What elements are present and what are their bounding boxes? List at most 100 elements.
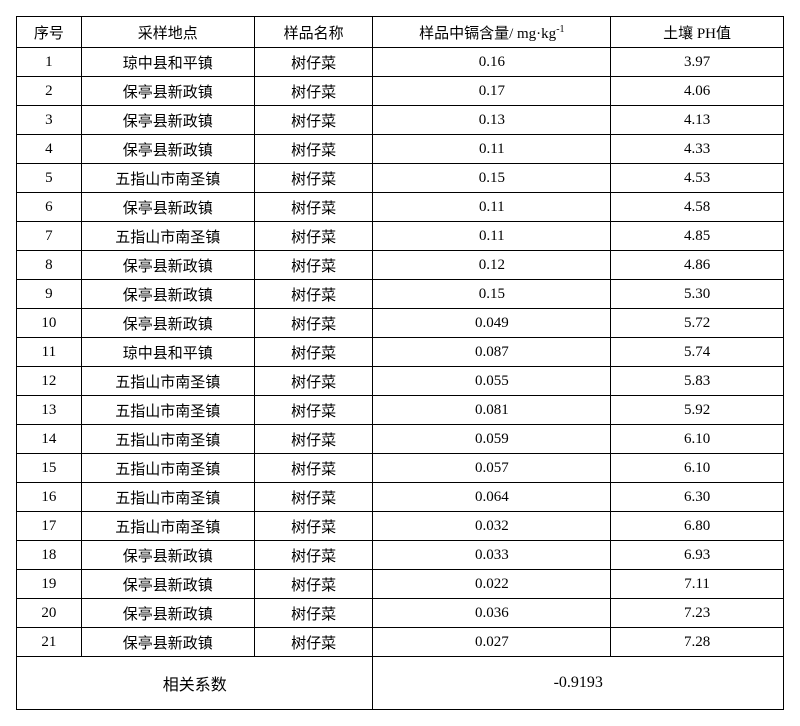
data-table: 序号 采样地点 样品名称 样品中镉含量/ mg·kg-1 土壤 PH值 1琼中县… [16, 16, 784, 710]
cell-soil-ph: 6.80 [611, 512, 784, 541]
footer-label: 相关系数 [17, 657, 373, 710]
cell-seq: 16 [17, 483, 82, 512]
cell-soil-ph: 7.11 [611, 570, 784, 599]
cell-location: 五指山市南圣镇 [81, 164, 254, 193]
cell-location: 保亭县新政镇 [81, 309, 254, 338]
cell-seq: 12 [17, 367, 82, 396]
cell-cd-content: 0.15 [373, 164, 611, 193]
cell-sample-name: 树仔菜 [254, 541, 373, 570]
header-location: 采样地点 [81, 17, 254, 48]
header-cd-content: 样品中镉含量/ mg·kg-1 [373, 17, 611, 48]
cell-location: 五指山市南圣镇 [81, 367, 254, 396]
header-sample-name: 样品名称 [254, 17, 373, 48]
cell-soil-ph: 4.06 [611, 77, 784, 106]
cell-soil-ph: 5.92 [611, 396, 784, 425]
cell-location: 琼中县和平镇 [81, 338, 254, 367]
footer-row: 相关系数 -0.9193 [17, 657, 784, 710]
cell-seq: 9 [17, 280, 82, 309]
cell-seq: 21 [17, 628, 82, 657]
cell-cd-content: 0.087 [373, 338, 611, 367]
table-row: 4保亭县新政镇树仔菜0.114.33 [17, 135, 784, 164]
cell-sample-name: 树仔菜 [254, 106, 373, 135]
table-row: 17五指山市南圣镇树仔菜0.0326.80 [17, 512, 784, 541]
cell-location: 保亭县新政镇 [81, 193, 254, 222]
cell-sample-name: 树仔菜 [254, 164, 373, 193]
cell-sample-name: 树仔菜 [254, 396, 373, 425]
cell-seq: 2 [17, 77, 82, 106]
cell-soil-ph: 5.30 [611, 280, 784, 309]
table-row: 5五指山市南圣镇树仔菜0.154.53 [17, 164, 784, 193]
cell-cd-content: 0.057 [373, 454, 611, 483]
cell-location: 保亭县新政镇 [81, 570, 254, 599]
cell-seq: 10 [17, 309, 82, 338]
header-cd-sup: -1 [556, 24, 564, 35]
cell-seq: 15 [17, 454, 82, 483]
cell-location: 保亭县新政镇 [81, 541, 254, 570]
cell-sample-name: 树仔菜 [254, 599, 373, 628]
cell-sample-name: 树仔菜 [254, 193, 373, 222]
table-row: 8保亭县新政镇树仔菜0.124.86 [17, 251, 784, 280]
table-row: 18保亭县新政镇树仔菜0.0336.93 [17, 541, 784, 570]
cell-cd-content: 0.032 [373, 512, 611, 541]
cell-cd-content: 0.11 [373, 193, 611, 222]
cell-soil-ph: 6.93 [611, 541, 784, 570]
cell-cd-content: 0.064 [373, 483, 611, 512]
cell-sample-name: 树仔菜 [254, 512, 373, 541]
cell-location: 五指山市南圣镇 [81, 454, 254, 483]
cell-soil-ph: 4.58 [611, 193, 784, 222]
table-body: 1琼中县和平镇树仔菜0.163.972保亭县新政镇树仔菜0.174.063保亭县… [17, 48, 784, 657]
header-soil-ph: 土壤 PH值 [611, 17, 784, 48]
cell-sample-name: 树仔菜 [254, 135, 373, 164]
table-row: 21保亭县新政镇树仔菜0.0277.28 [17, 628, 784, 657]
cell-soil-ph: 4.85 [611, 222, 784, 251]
table-row: 2保亭县新政镇树仔菜0.174.06 [17, 77, 784, 106]
cell-cd-content: 0.16 [373, 48, 611, 77]
cell-soil-ph: 5.72 [611, 309, 784, 338]
table-row: 6保亭县新政镇树仔菜0.114.58 [17, 193, 784, 222]
cell-sample-name: 树仔菜 [254, 338, 373, 367]
table-row: 14五指山市南圣镇树仔菜0.0596.10 [17, 425, 784, 454]
cell-location: 保亭县新政镇 [81, 628, 254, 657]
table-row: 19保亭县新政镇树仔菜0.0227.11 [17, 570, 784, 599]
cell-sample-name: 树仔菜 [254, 483, 373, 512]
table-row: 3保亭县新政镇树仔菜0.134.13 [17, 106, 784, 135]
cell-seq: 1 [17, 48, 82, 77]
cell-cd-content: 0.033 [373, 541, 611, 570]
header-seq: 序号 [17, 17, 82, 48]
header-row: 序号 采样地点 样品名称 样品中镉含量/ mg·kg-1 土壤 PH值 [17, 17, 784, 48]
cell-seq: 11 [17, 338, 82, 367]
cell-soil-ph: 4.86 [611, 251, 784, 280]
cell-sample-name: 树仔菜 [254, 48, 373, 77]
cell-location: 五指山市南圣镇 [81, 396, 254, 425]
cell-cd-content: 0.15 [373, 280, 611, 309]
cell-cd-content: 0.11 [373, 135, 611, 164]
cell-sample-name: 树仔菜 [254, 309, 373, 338]
table-row: 13五指山市南圣镇树仔菜0.0815.92 [17, 396, 784, 425]
cell-sample-name: 树仔菜 [254, 454, 373, 483]
cell-soil-ph: 6.10 [611, 425, 784, 454]
cell-location: 五指山市南圣镇 [81, 425, 254, 454]
cell-location: 保亭县新政镇 [81, 135, 254, 164]
cell-sample-name: 树仔菜 [254, 222, 373, 251]
cell-soil-ph: 6.30 [611, 483, 784, 512]
cell-sample-name: 树仔菜 [254, 251, 373, 280]
cell-soil-ph: 7.28 [611, 628, 784, 657]
cell-seq: 18 [17, 541, 82, 570]
cell-location: 五指山市南圣镇 [81, 483, 254, 512]
footer-value: -0.9193 [373, 657, 784, 710]
cell-seq: 4 [17, 135, 82, 164]
cell-soil-ph: 5.83 [611, 367, 784, 396]
table-row: 15五指山市南圣镇树仔菜0.0576.10 [17, 454, 784, 483]
table-row: 7五指山市南圣镇树仔菜0.114.85 [17, 222, 784, 251]
cell-sample-name: 树仔菜 [254, 280, 373, 309]
table-row: 20保亭县新政镇树仔菜0.0367.23 [17, 599, 784, 628]
header-cd-text: 样品中镉含量/ mg·kg [419, 26, 556, 42]
cell-location: 保亭县新政镇 [81, 280, 254, 309]
table-row: 12五指山市南圣镇树仔菜0.0555.83 [17, 367, 784, 396]
cell-location: 保亭县新政镇 [81, 106, 254, 135]
cell-cd-content: 0.055 [373, 367, 611, 396]
cell-location: 琼中县和平镇 [81, 48, 254, 77]
cell-sample-name: 树仔菜 [254, 425, 373, 454]
table-row: 1琼中县和平镇树仔菜0.163.97 [17, 48, 784, 77]
cell-cd-content: 0.11 [373, 222, 611, 251]
